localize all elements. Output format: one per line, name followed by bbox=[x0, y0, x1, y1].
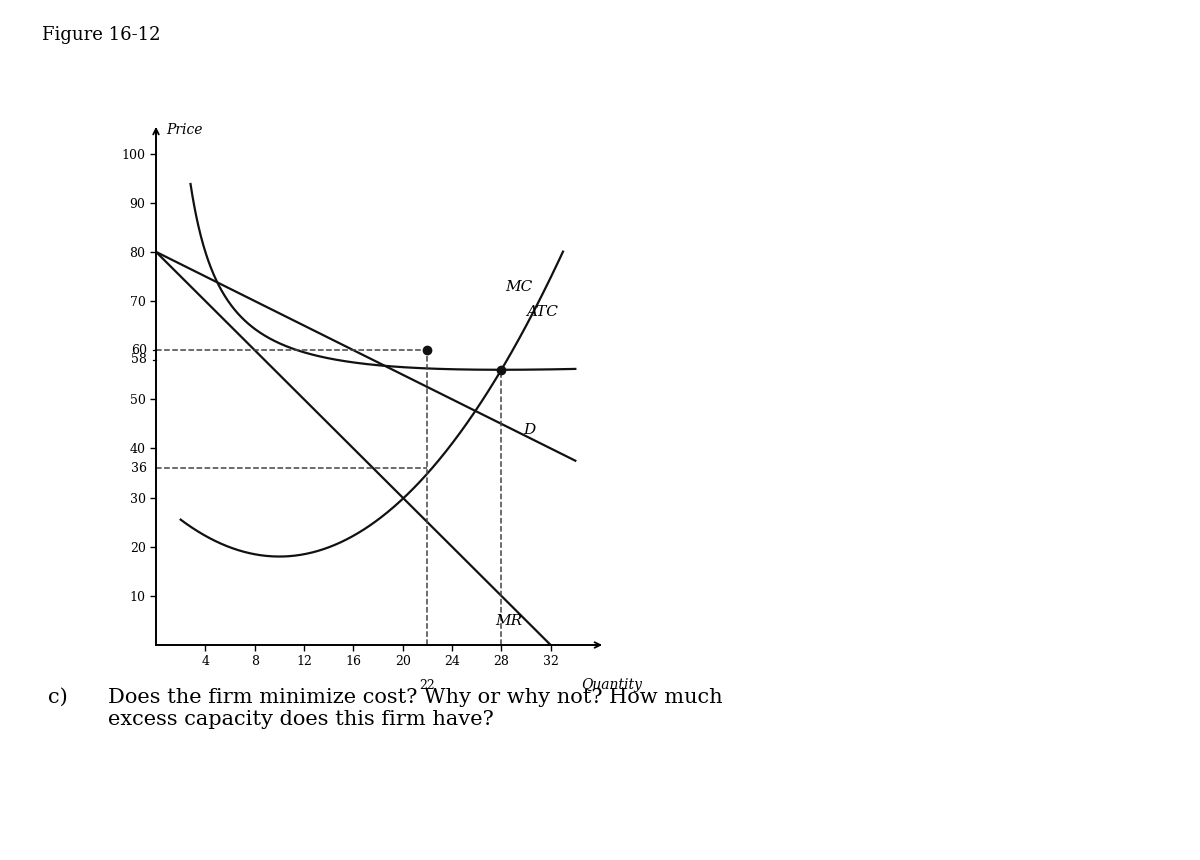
Text: Quantity: Quantity bbox=[582, 679, 642, 692]
Text: 60: 60 bbox=[131, 344, 148, 357]
Text: D: D bbox=[523, 422, 535, 437]
Text: ATC: ATC bbox=[526, 304, 558, 319]
Text: MR: MR bbox=[496, 614, 522, 629]
Text: MC: MC bbox=[505, 280, 533, 294]
Text: Price: Price bbox=[166, 123, 203, 137]
Text: 22: 22 bbox=[420, 679, 436, 692]
Text: Figure 16-12: Figure 16-12 bbox=[42, 26, 161, 44]
Text: Does the firm minimize cost? Why or why not? How much
excess capacity does this : Does the firm minimize cost? Why or why … bbox=[108, 688, 722, 729]
Text: c): c) bbox=[48, 688, 67, 707]
Text: 58: 58 bbox=[132, 353, 148, 366]
Text: 36: 36 bbox=[131, 462, 148, 475]
